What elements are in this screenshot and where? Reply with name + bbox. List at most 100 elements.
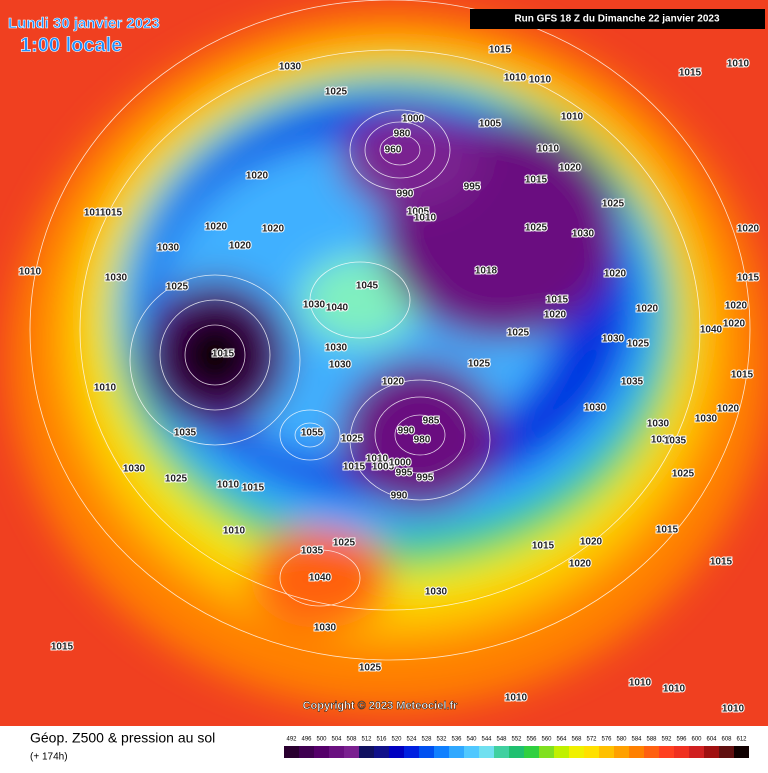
scale-label: 548 [496,737,507,743]
copyright: Copyright © 2023 Meteociel.fr [303,700,459,712]
scale-swatch [629,746,644,758]
pressure-label: 1020 [229,241,252,252]
pressure-label: 1010 [727,59,750,70]
pressure-label: 1030 [602,334,625,345]
pressure-label: 995 [464,182,481,193]
pressure-label: 995 [417,473,434,484]
scale-swatch [419,746,434,758]
scale-label: 536 [451,737,462,743]
pressure-label: 1010 [94,383,117,394]
pressure-label: 1015 [532,541,555,552]
scale-label: 520 [391,737,402,743]
scale-swatch [644,746,659,758]
pressure-label: 1035 [301,546,324,557]
pressure-label: 1020 [604,269,627,280]
pressure-label: 1025 [627,339,650,350]
pressure-label: 985 [423,416,440,427]
pressure-label: 1030 [647,419,670,430]
pressure-label: 1005 [372,462,395,473]
pressure-label: 1015 [489,45,512,56]
pressure-label: 1025 [165,474,188,485]
scale-swatch [389,746,404,758]
pressure-label: 1015 [51,642,74,653]
scale-swatch [479,746,494,758]
pressure-label: 1020 [737,224,760,235]
scale-label: 608 [721,737,732,743]
scale-label: 544 [481,737,492,743]
pressure-label: 1005 [479,119,502,130]
pressure-label: 1055 [301,428,324,439]
pressure-label: 1020 [580,537,603,548]
pressure-label: 1030 [157,243,180,254]
pressure-label: 990 [397,189,414,200]
pressure-label: 1010 [722,704,745,715]
scale-swatch [539,746,554,758]
pressure-label: 1030 [325,343,348,354]
pressure-label: 1015 [656,525,679,536]
scale-swatch [464,746,479,758]
scale-swatch [524,746,539,758]
scale-swatch [509,746,524,758]
pressure-label: 1040 [309,573,332,584]
scale-swatch [344,746,359,758]
pressure-label: 1040 [700,325,723,336]
pressure-label: 1035 [664,436,687,447]
scale-label: 572 [586,737,597,743]
pressure-label: 1020 [725,301,748,312]
pressure-label: 980 [394,129,411,140]
pressure-label: 1015 [710,557,733,568]
pressure-label: 1020 [569,559,592,570]
pressure-label: 1030 [303,300,326,311]
pressure-label: 1015 [343,462,366,473]
pressure-label: 1030 [329,360,352,371]
pressure-label: 1020 [262,224,285,235]
scale-swatch [689,746,704,758]
scale-label: 604 [706,737,717,743]
scale-swatch [614,746,629,758]
scale-swatch [659,746,674,758]
pressure-label: 1040 [326,303,349,314]
pressure-label: 1005 [407,207,430,218]
legend-title: Géop. Z500 & pression au sol [30,730,215,746]
pressure-label: 1025 [507,328,530,339]
pressure-label: 1035 [621,377,644,388]
pressure-label: 1025 [602,199,625,210]
pressure-label: 1025 [325,87,348,98]
pressure-label: 1010 [504,73,527,84]
pressure-label: 1018 [475,266,498,277]
pressure-label: 1015 [546,295,569,306]
pressure-label: 1010 [414,213,437,224]
pressure-label: 1015 [731,370,754,381]
map-field: Run GFS 18 Z du Dimanche 22 janvier 2023… [0,0,768,726]
scale-label: 612 [736,737,747,743]
scale-label: 584 [631,737,642,743]
pressure-label: 1030 [584,403,607,414]
pressure-label: 1020 [544,310,567,321]
scale-swatch [299,746,314,758]
pressure-label: 1010 [529,75,552,86]
run-banner [470,9,765,29]
pressure-label: 1010 [561,112,584,123]
scale-label: 524 [406,737,417,743]
scale-label: 588 [646,737,657,743]
pressure-label: 1025 [525,223,548,234]
scale-swatch [494,746,509,758]
scale-swatch [734,746,749,758]
pressure-label: 1015 [100,208,123,219]
scale-label: 556 [526,737,537,743]
pressure-label: 1015 [212,349,235,360]
pressure-label: 1025 [672,469,695,480]
scale-swatch [554,746,569,758]
scale-swatch [449,746,464,758]
pressure-label: 1015 [737,273,760,284]
scale-label: 580 [616,737,627,743]
pressure-label: 1020 [717,404,740,415]
pressure-label: 1025 [333,538,356,549]
scale-swatch [569,746,584,758]
pressure-label: 1030 [123,464,146,475]
pressure-label: 1035 [651,435,674,446]
scale-label: 516 [376,737,387,743]
scale-swatch [674,746,689,758]
pressure-label: 1010 [537,144,560,155]
